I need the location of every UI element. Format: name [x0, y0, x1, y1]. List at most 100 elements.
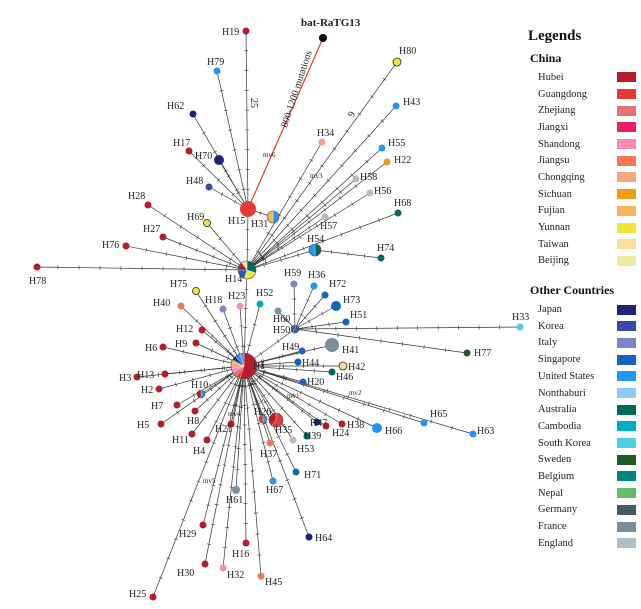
network-edge [216, 70, 249, 210]
mutation-tick [340, 164, 344, 168]
haplotype-node [338, 361, 348, 371]
network-edge [246, 208, 249, 271]
mutation-tick [220, 192, 224, 197]
mutation-tick [350, 173, 354, 177]
mutation-tick [315, 329, 318, 335]
mutation-tick [163, 213, 166, 218]
mutation-tick [210, 523, 215, 526]
mutation-vector-label: mv5 [203, 477, 216, 485]
legend-swatch [617, 122, 636, 133]
mutation-tick [285, 453, 290, 456]
haplotype-node [203, 436, 211, 444]
legend-entry: Germany [528, 502, 636, 519]
legend-label: South Korea [538, 437, 591, 449]
mutation-tick [218, 237, 223, 241]
edge-length-label: 25 [248, 98, 259, 108]
haplotype-label: H47 [310, 418, 327, 429]
legend-swatch [617, 155, 636, 166]
legend-swatch [617, 239, 636, 250]
mutation-tick [219, 89, 224, 92]
legend-entry: Korea [528, 318, 636, 335]
haplotype-label: H34 [317, 128, 334, 139]
haplotype-node [192, 287, 200, 295]
haplotype-label: H6 [145, 343, 157, 354]
mutation-tick [287, 195, 292, 199]
haplotype-node [313, 418, 321, 426]
legend-label: Jiangxi [538, 121, 569, 133]
haplotype-label: H51 [350, 310, 367, 321]
haplotype-node [157, 420, 165, 428]
legend-swatch [617, 172, 636, 183]
haplotype-label: H21 [215, 424, 232, 435]
mutation-tick [283, 253, 286, 258]
mutation-tick [249, 384, 254, 386]
haplotype-node [155, 385, 163, 393]
mutation-tick [214, 420, 219, 423]
mutation-tick [270, 233, 274, 237]
haplotype-label: H54 [307, 234, 324, 245]
mutation-tick [214, 340, 218, 344]
haplotype-node [236, 302, 244, 310]
haplotype-node [219, 305, 227, 313]
legend-entry: Hubei [528, 69, 636, 86]
mutation-tick [228, 129, 233, 131]
network-edge [245, 30, 249, 210]
legend-swatch [617, 538, 636, 549]
mutation-tick [259, 373, 262, 378]
pie-outline [230, 352, 258, 380]
legend-swatch [617, 337, 636, 348]
mutation-tick [228, 352, 232, 356]
pie-slice [314, 243, 322, 257]
mutation-tick [323, 208, 327, 212]
haplotype-label: H22 [394, 155, 411, 166]
mutation-tick [210, 348, 214, 353]
mutation-tick [307, 216, 311, 220]
legend-swatch [617, 304, 636, 315]
mutation-tick [246, 384, 251, 386]
haplotype-label: H1 [253, 361, 265, 372]
haplotype-label: H59 [284, 268, 301, 279]
haplotype-label: H29 [179, 529, 196, 540]
mutation-tick [223, 401, 228, 405]
haplotype-node [149, 593, 157, 601]
legend-swatch [617, 222, 636, 233]
legend-swatch [617, 205, 636, 216]
mutation-tick [233, 403, 238, 406]
haplotype-node [189, 110, 197, 118]
mutation-tick [192, 377, 194, 382]
haplotype-label: H77 [474, 348, 491, 359]
mutation-tick [263, 422, 268, 424]
legend-label: Nepal [538, 487, 564, 499]
mutation-tick [267, 392, 271, 396]
legend-label: Singapore [538, 354, 581, 366]
mutation-tick [185, 255, 188, 261]
mutation-tick [211, 441, 216, 445]
haplotype-label: H64 [315, 533, 332, 544]
mutation-tick [218, 484, 223, 486]
network-edge [246, 105, 397, 271]
haplotype-node [328, 368, 336, 376]
legend-entry: Chongqing [528, 169, 636, 186]
legend-entry: Belgium [528, 468, 636, 485]
haplotype-label: H76 [102, 240, 119, 251]
haplotype-node [394, 209, 402, 217]
haplotype-label: H17 [173, 138, 190, 149]
mutation-tick [285, 223, 290, 227]
mutation-tick [284, 376, 287, 381]
mutation-tick [217, 386, 222, 391]
mutation-tick [212, 246, 216, 251]
mutation-tick [226, 444, 231, 446]
mutation-tick [222, 464, 227, 466]
mutation-tick [307, 220, 311, 224]
legend-label: Beijing [538, 255, 569, 267]
haplotype-label: H53 [297, 444, 314, 455]
haplotype-label: H50 [273, 325, 290, 336]
haplotype-node [322, 422, 330, 430]
haplotype-node [305, 533, 313, 541]
mutation-tick [228, 327, 232, 329]
haplotype-node [268, 412, 284, 428]
mutation-tick [292, 236, 296, 241]
haplotype-node [321, 291, 329, 299]
mutation-tick [226, 175, 231, 178]
pie-slice [200, 389, 206, 399]
